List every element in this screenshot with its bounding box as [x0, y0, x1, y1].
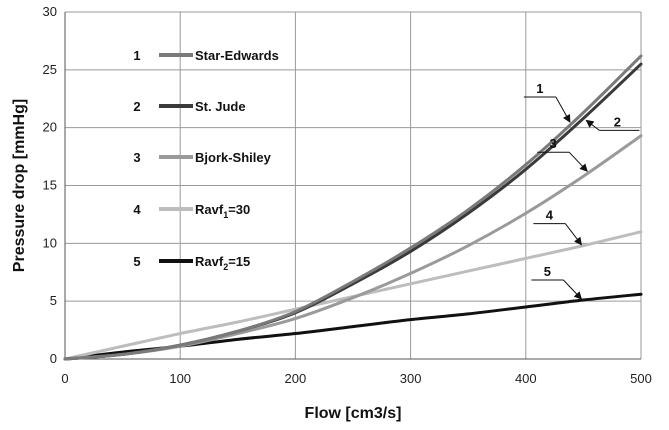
series-line-1 — [63, 54, 643, 361]
x-tick-label: 200 — [285, 371, 307, 386]
annotation-arrow — [555, 96, 571, 123]
annotation-label: 2 — [614, 114, 621, 129]
annotation-3: 3 — [537, 136, 588, 172]
annotation-label: 4 — [546, 208, 554, 223]
legend-number: 5 — [133, 254, 140, 269]
annotation-arrow — [568, 151, 588, 172]
legend-label: Star-Edwards — [195, 48, 279, 63]
series-line-4 — [63, 230, 643, 361]
axes — [64, 12, 641, 360]
legend-number: 2 — [133, 99, 140, 114]
legend-number: 1 — [133, 48, 140, 63]
y-tick-label: 0 — [50, 351, 57, 366]
legend: 1 Star-Edwards 2 St. Jude 3 Bjork-Shiley 4 Ravf… — [133, 48, 278, 272]
grid — [65, 11, 642, 359]
legend-label: Ravf2=15 — [195, 254, 250, 272]
annotation-arrow — [563, 279, 583, 300]
series-lines — [63, 54, 643, 361]
x-tick-label: 400 — [515, 371, 537, 386]
x-tick-label: 500 — [630, 371, 652, 386]
x-tick-label: 100 — [169, 371, 191, 386]
y-axis-label: Pressure drop [mmHg] — [11, 99, 28, 272]
y-tick-label: 5 — [50, 293, 57, 308]
annotation-label: 3 — [550, 136, 557, 151]
annotation-label: 1 — [536, 81, 543, 96]
annotation-label: 5 — [544, 264, 551, 279]
y-tick-labels: 0 5 10 15 20 25 30 — [43, 4, 57, 366]
legend-label: Ravf1=30 — [195, 202, 250, 220]
legend-item-4: 4 Ravf1=30 — [133, 202, 250, 220]
x-tick-label: 0 — [61, 371, 68, 386]
y-tick-label: 30 — [43, 4, 57, 19]
y-tick-label: 20 — [43, 120, 57, 135]
legend-label: Bjork-Shiley — [195, 150, 272, 165]
legend-item-5: 5 Ravf2=15 — [133, 254, 250, 272]
y-tick-label: 15 — [43, 178, 57, 193]
annotation-1: 1 — [523, 81, 571, 123]
x-tick-labels: 0 100 200 300 400 500 — [61, 371, 651, 386]
curve-annotations: 1 2 3 4 5 — [523, 81, 640, 300]
annotation-arrow — [585, 119, 600, 131]
series-line-2 — [63, 62, 643, 361]
x-tick-label: 300 — [400, 371, 422, 386]
legend-label: St. Jude — [195, 99, 246, 114]
annotation-arrow — [565, 223, 583, 246]
legend-item-1: 1 Star-Edwards — [133, 48, 278, 63]
annotation-5: 5 — [531, 264, 583, 300]
legend-item-2: 2 St. Jude — [133, 99, 245, 114]
y-tick-label: 25 — [43, 62, 57, 77]
x-axis-label: Flow [cm3/s] — [305, 405, 402, 422]
legend-item-3: 3 Bjork-Shiley — [133, 150, 271, 165]
y-tick-label: 10 — [43, 235, 57, 250]
legend-number: 4 — [133, 202, 141, 217]
annotation-4: 4 — [533, 208, 583, 246]
legend-number: 3 — [133, 150, 140, 165]
annotation-2: 2 — [585, 114, 640, 131]
